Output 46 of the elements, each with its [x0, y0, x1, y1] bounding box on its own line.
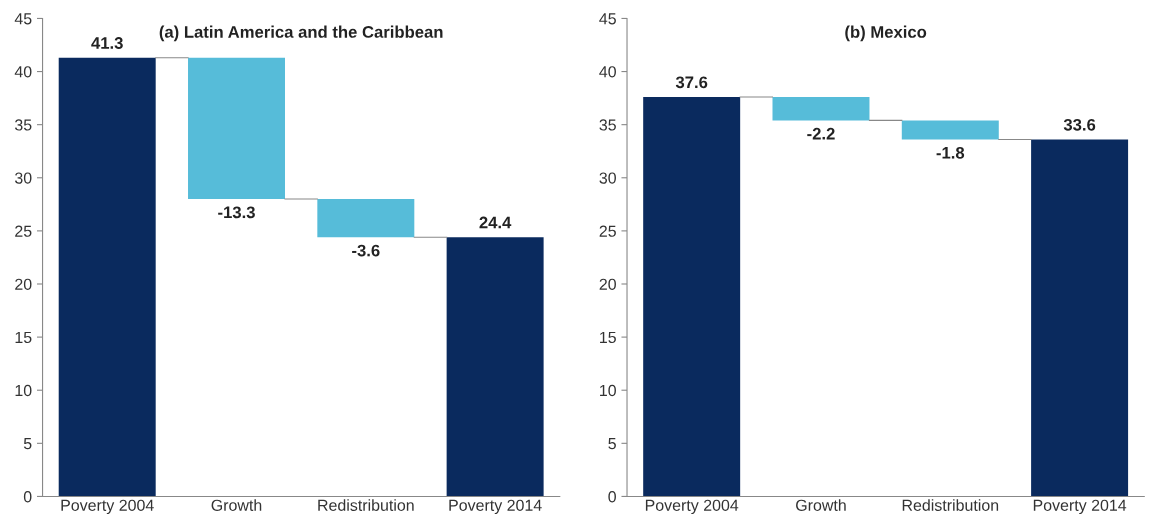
y-tick-label: 15 [15, 331, 32, 344]
x-tick-label: Redistribution [318, 499, 414, 511]
y-tick-label: 0 [23, 491, 32, 503]
y-tick-label: 0 [608, 491, 616, 503]
bar [772, 97, 870, 121]
chart-title: (b) Mexico [845, 25, 927, 42]
y-tick-label: 25 [15, 225, 32, 237]
data-label: -2.2 [807, 127, 835, 140]
x-tick-label: Poverty 2014 [449, 499, 542, 515]
y-tick-label: 30 [599, 172, 616, 184]
y-tick-label: 35 [14, 119, 32, 131]
bar [1031, 139, 1129, 497]
x-tick-label: Poverty 2004 [61, 499, 154, 515]
x-tick-label: Poverty 2004 [645, 499, 739, 515]
bar [446, 237, 544, 497]
x-tick-label: Poverty 2014 [1033, 499, 1127, 515]
y-tick-label: 20 [15, 278, 32, 290]
y-tick-label: 40 [14, 66, 32, 78]
x-tick-label: Growth [796, 499, 846, 511]
y-tick-label: 10 [600, 384, 616, 397]
bar [188, 57, 285, 200]
data-label: -13.3 [218, 206, 255, 219]
y-tick-label: 10 [15, 384, 32, 397]
y-tick-label: 5 [608, 438, 616, 450]
x-tick-label: Redistribution [902, 499, 999, 511]
bar [317, 199, 415, 238]
data-label: -1.8 [936, 146, 965, 159]
y-tick-label: 40 [599, 66, 616, 78]
data-label: -3.6 [352, 244, 380, 257]
y-tick-label: 30 [14, 172, 32, 184]
y-tick-label: 25 [599, 225, 616, 237]
y-tick-label: 20 [599, 278, 616, 290]
data-label: 24.4 [479, 216, 512, 229]
bar [643, 97, 741, 497]
data-label: 37.6 [675, 76, 708, 89]
bar [58, 57, 156, 497]
y-tick-label: 45 [14, 13, 32, 25]
y-tick-label: 45 [599, 13, 616, 25]
data-label: 33.6 [1063, 118, 1096, 131]
chart-title: (a) Latin America and the Caribbean [159, 25, 443, 42]
y-tick-label: 15 [600, 331, 616, 344]
x-tick-label: Growth [211, 499, 262, 511]
bar [901, 120, 999, 140]
y-tick-label: 5 [23, 438, 32, 450]
data-label: 41.3 [91, 37, 123, 49]
y-tick-label: 35 [599, 119, 616, 131]
